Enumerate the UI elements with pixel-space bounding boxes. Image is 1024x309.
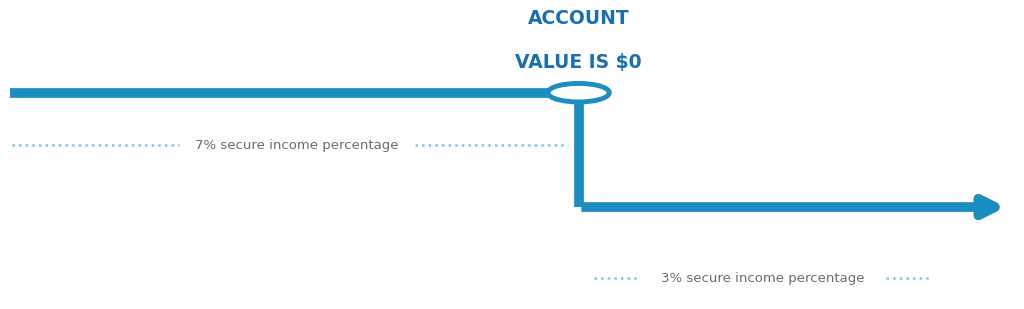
Text: 7% secure income percentage: 7% secure income percentage bbox=[196, 139, 398, 152]
Circle shape bbox=[548, 83, 609, 102]
Text: 3% secure income percentage: 3% secure income percentage bbox=[662, 272, 864, 285]
Text: VALUE IS $0: VALUE IS $0 bbox=[515, 53, 642, 71]
Text: ACCOUNT: ACCOUNT bbox=[527, 9, 630, 28]
